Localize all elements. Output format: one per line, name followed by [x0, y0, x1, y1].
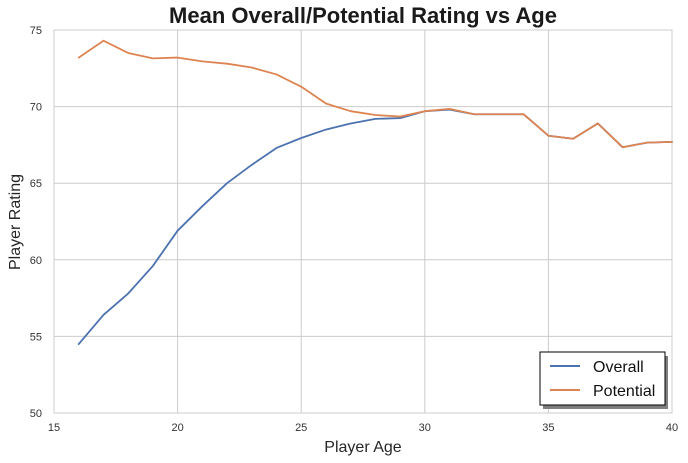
legend-label-overall: Overall [593, 359, 644, 376]
x-tick-label: 15 [48, 422, 60, 434]
x-tick-label: 25 [295, 422, 307, 434]
y-tick-label: 50 [30, 408, 42, 420]
series-line-overall [77, 108, 673, 345]
y-tick-label: 75 [30, 25, 42, 37]
legend: Overall Potential [539, 351, 668, 409]
y-tick-label: 55 [30, 331, 42, 343]
legend-label-potential: Potential [593, 383, 655, 400]
x-tick-label: 20 [171, 422, 183, 434]
x-axis-label: Player Age [324, 439, 401, 456]
y-tick-label: 60 [30, 255, 42, 267]
x-tick-label: 40 [666, 422, 678, 434]
series-lines [77, 39, 673, 345]
y-tick-label: 65 [30, 178, 42, 190]
axis-ticks: 15 20 25 30 35 40 50 55 60 65 70 75 [30, 25, 678, 434]
series-line-potential [77, 39, 673, 149]
y-tick-label: 70 [30, 102, 42, 114]
x-tick-label: 30 [419, 422, 431, 434]
chart-title: Mean Overall/Potential Rating vs Age [169, 3, 557, 28]
x-tick-label: 35 [542, 422, 554, 434]
legend-box [539, 351, 666, 406]
plot-frame [53, 29, 673, 414]
y-axis-label: Player Rating [7, 174, 24, 270]
